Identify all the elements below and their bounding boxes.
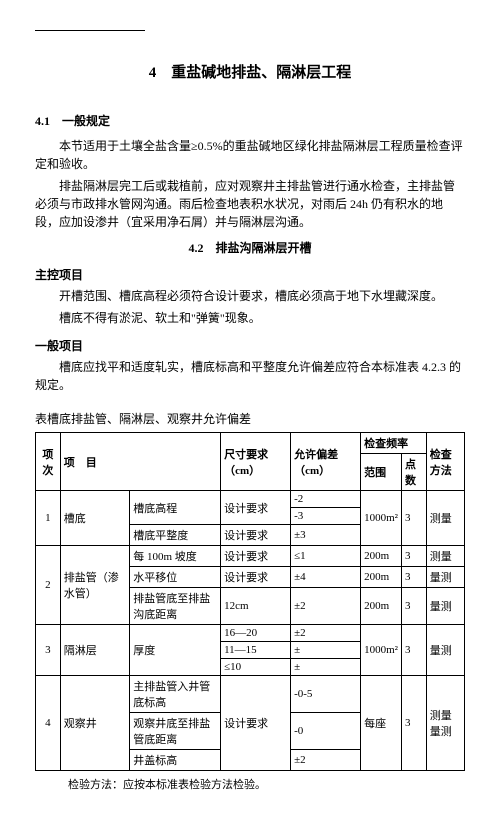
th-method: 检查方法	[426, 433, 464, 491]
cell-sub: 水平移位	[130, 567, 221, 588]
cell-no: 4	[36, 676, 61, 771]
cell-req: 12cm	[221, 588, 291, 625]
th-range: 范围	[361, 454, 402, 491]
th-tol: 允许偏差（cm）	[291, 433, 361, 491]
cell-req: 设计要求	[221, 525, 291, 546]
cell-req: 设计要求	[221, 491, 291, 525]
para-4-2-2: 槽底不得有淤泥、软土和"弹簧"现象。	[35, 309, 465, 327]
table-header-row: 项次 项 目 尺寸要求（cm） 允许偏差（cm） 检查频率 检查方法	[36, 433, 465, 454]
cell-pts: 3	[401, 491, 426, 546]
th-pts: 点数	[401, 454, 426, 491]
cell-range: 200m	[361, 546, 402, 567]
cell-range: 200m	[361, 567, 402, 588]
para-4-1-2: 排盐隔淋层完工后或栽植前，应对观察井主排盐管进行通水检查，主排盐管必须与市政排水…	[35, 177, 465, 231]
cell-tol: ±	[291, 659, 361, 676]
cell-sub: 厚度	[130, 625, 221, 676]
section-4-1-heading: 4.1 一般规定	[35, 112, 465, 129]
th-size: 尺寸要求（cm）	[221, 433, 291, 491]
th-freq: 检查频率	[361, 433, 427, 454]
table-caption: 表槽底排盐管、隔淋层、观察井允许偏差	[35, 410, 465, 428]
th-no: 项次	[36, 433, 61, 491]
cell-tol: -0	[291, 713, 361, 750]
para-4-1-1: 本节适用于土壤全盐含量≥0.5%的重盐碱地区绿化排盐隔淋层工程质量检查评定和验收…	[35, 137, 465, 173]
cell-pts: 3	[401, 676, 426, 771]
cell-range: 1000m²	[361, 625, 402, 676]
cell-pts: 3	[401, 588, 426, 625]
cell-no: 1	[36, 491, 61, 546]
cell-tol: ±3	[291, 525, 361, 546]
cell-method: 量测	[426, 625, 464, 676]
cell-range: 每座	[361, 676, 402, 771]
cell-pts: 3	[401, 567, 426, 588]
cell-tol: -3	[291, 508, 361, 525]
cell-item: 槽底	[60, 491, 129, 546]
cell-req: 设计要求	[221, 546, 291, 567]
cell-no: 2	[36, 546, 61, 625]
cell-pts: 3	[401, 625, 426, 676]
cell-no: 3	[36, 625, 61, 676]
section-4-2-heading: 4.2 排盐沟隔淋层开槽	[35, 239, 465, 256]
header-underline	[35, 30, 145, 31]
cell-tol: ≤1	[291, 546, 361, 567]
cell-sub: 排盐管底至排盐沟底距离	[130, 588, 221, 625]
cell-range: 200m	[361, 588, 402, 625]
cell-item: 观察井	[60, 676, 129, 771]
cell-sub: 观察井底至排盐管底距离	[130, 713, 221, 750]
cell-item: 排盐管（渗水管）	[60, 546, 129, 625]
cell-tol: ±4	[291, 567, 361, 588]
cell-tol: ±2	[291, 625, 361, 642]
cell-req: 设计要求	[221, 567, 291, 588]
yiban-heading: 一般项目	[35, 337, 465, 354]
cell-range: 1000m²	[361, 491, 402, 546]
zhukong-heading: 主控项目	[35, 266, 465, 283]
cell-sub: 每 100m 坡度	[130, 546, 221, 567]
cell-sub: 槽底平整度	[130, 525, 221, 546]
cell-req: 设计要求	[221, 676, 291, 771]
cell-method: 量测	[426, 567, 464, 588]
cell-tol: ±2	[291, 588, 361, 625]
cell-method: 测量	[426, 491, 464, 546]
cell-req: ≤10	[221, 659, 291, 676]
para-4-2-3: 槽底应找平和适度轧实，槽底标高和平整度允许偏差应符合本标准表 4.2.3 的规定…	[35, 358, 465, 394]
cell-method: 测量	[426, 546, 464, 567]
cell-pts: 3	[401, 546, 426, 567]
cell-method: 测量量测	[426, 676, 464, 771]
th-item: 项 目	[60, 433, 220, 491]
cell-item: 隔淋层	[60, 625, 129, 676]
table-row: 3 隔淋层 厚度 16—20 ±2 1000m² 3 量测	[36, 625, 465, 642]
cell-tol: -2	[291, 491, 361, 508]
tolerance-table: 项次 项 目 尺寸要求（cm） 允许偏差（cm） 检查频率 检查方法 范围 点数…	[35, 432, 465, 771]
table-footnote: 检验方法：应按本标准表检验方法检验。	[35, 777, 465, 794]
cell-req: 11—15	[221, 642, 291, 659]
table-row: 1 槽底 槽底高程 设计要求 -2 1000m² 3 测量	[36, 491, 465, 508]
cell-req: 16—20	[221, 625, 291, 642]
para-4-2-1: 开槽范围、槽底高程必须符合设计要求，槽底必须高于地下水埋藏深度。	[35, 287, 465, 305]
chapter-title: 4 重盐碱地排盐、隔淋层工程	[35, 61, 465, 82]
cell-method: 量测	[426, 588, 464, 625]
cell-tol: ±2	[291, 750, 361, 771]
cell-sub: 井盖标高	[130, 750, 221, 771]
cell-tol: ±	[291, 642, 361, 659]
table-row: 2 排盐管（渗水管） 每 100m 坡度 设计要求 ≤1 200m 3 测量	[36, 546, 465, 567]
cell-sub: 槽底高程	[130, 491, 221, 525]
